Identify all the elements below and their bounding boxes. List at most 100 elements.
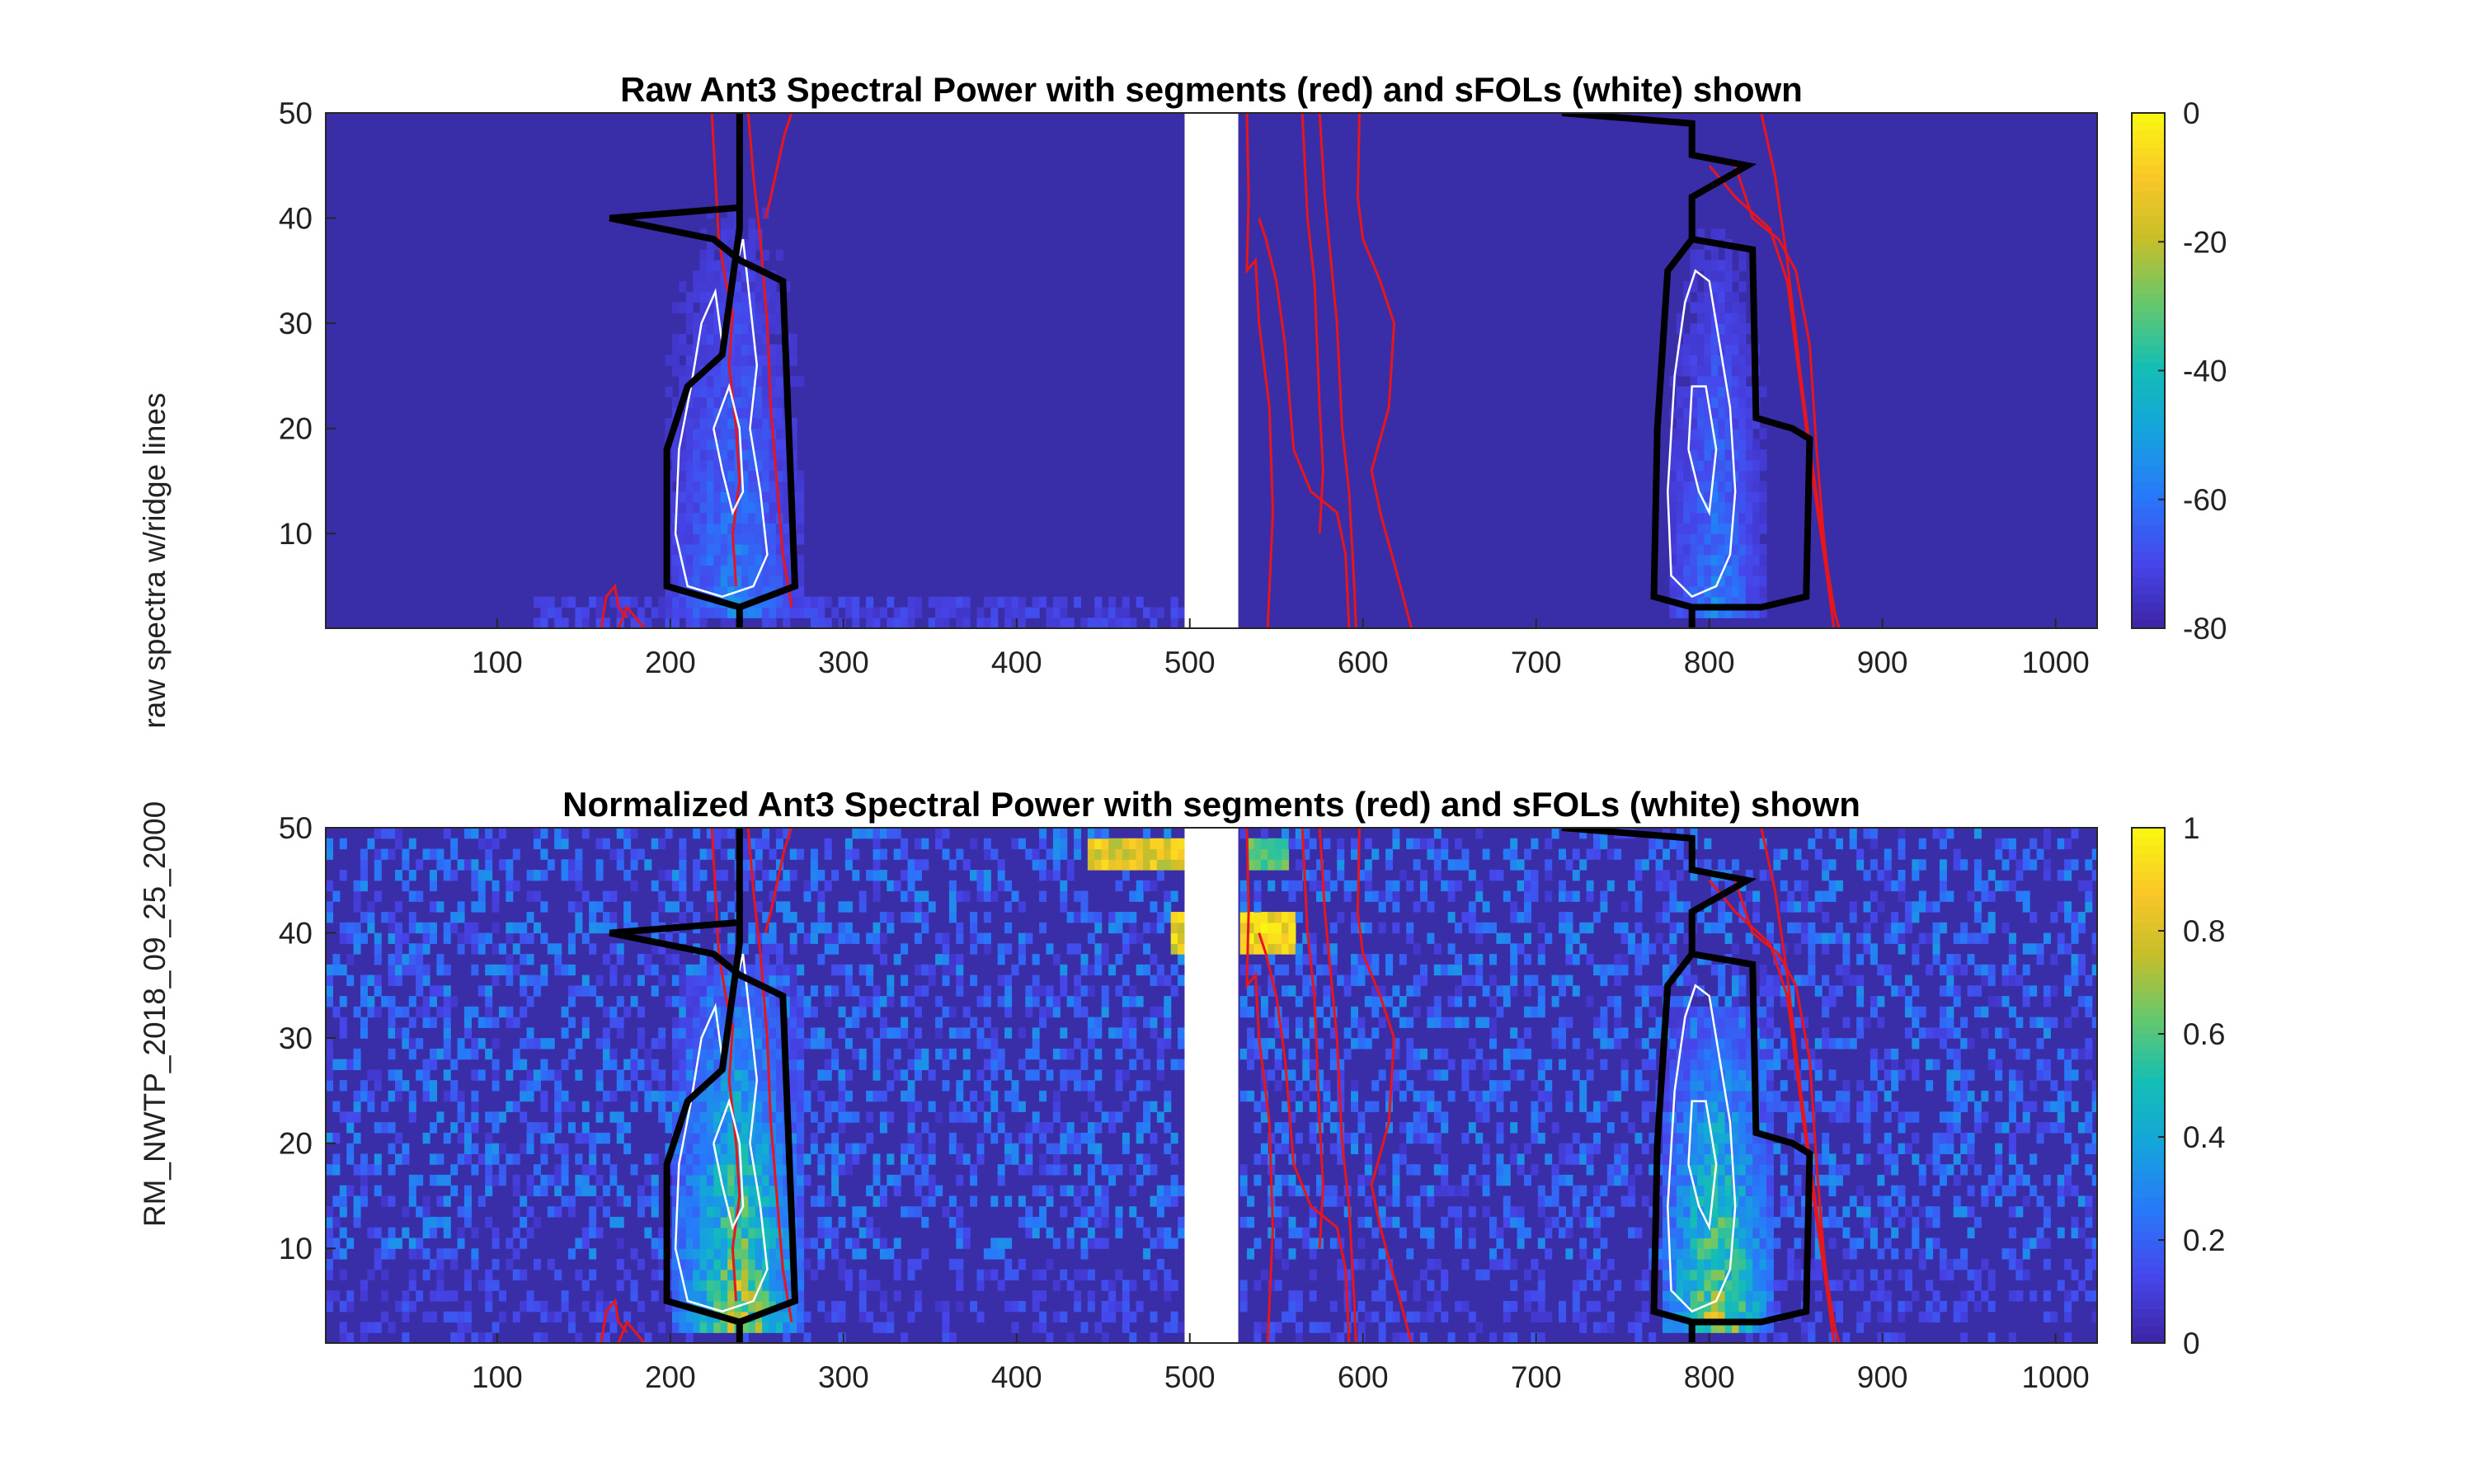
heatmap-cell [1164,838,1172,850]
heatmap-cell [561,1290,569,1302]
heatmap-cell [783,281,791,293]
heatmap-cell [990,596,999,608]
heatmap-cell [685,1290,694,1302]
heatmap-cell [1710,543,1719,556]
heatmap-cell [595,859,604,871]
heatmap-cell [921,859,929,871]
heatmap-cell [706,481,714,492]
heatmap-cell [1496,1164,1504,1176]
heatmap-cell [671,459,680,472]
heatmap-cell [547,1258,555,1270]
heatmap-cell [948,859,957,871]
heatmap-cell [1496,1258,1504,1270]
heatmap-cell [831,1059,840,1070]
heatmap-cell [1413,1048,1421,1060]
heatmap-cell [831,1300,840,1313]
heatmap-cell [693,281,701,293]
heatmap-cell [1115,1216,1123,1228]
heatmap-cell [727,543,736,556]
heatmap-cell [1537,954,1545,965]
heatmap-cell [1586,996,1594,1007]
heatmap-cell [567,901,576,913]
heatmap-cell [1094,1195,1103,1207]
heatmap-cell [1136,596,1144,608]
heatmap-cell [713,543,722,556]
heatmap-cell [1704,491,1712,503]
heatmap-cell [326,1258,333,1270]
heatmap-cell [1337,1258,1345,1270]
heatmap-cell [644,954,652,965]
heatmap-cell [706,1237,714,1249]
heatmap-cell [567,1311,576,1323]
heatmap-cell [360,1080,368,1092]
heatmap-cell [824,1216,832,1228]
heatmap-cell [914,964,922,976]
heatmap-cell [422,1080,430,1092]
heatmap-cell [844,596,853,608]
heatmap-cell [699,333,708,345]
heatmap-cell [402,1227,410,1239]
heatmap-cell [1606,880,1615,892]
heatmap-cell [769,281,777,293]
heatmap-cell [671,302,680,313]
heatmap-cell [727,932,736,944]
heatmap-cell [679,533,687,545]
heatmap-cell [706,1090,714,1102]
heatmap-cell [713,281,722,293]
heatmap-cell [1357,1322,1366,1333]
heatmap-cell [983,1038,991,1050]
heatmap-cell [1288,838,1296,850]
heatmap-cell [1108,1164,1117,1176]
heatmap-cell [797,1290,805,1302]
heatmap-cell [679,459,687,472]
heatmap-cell [844,974,853,986]
heatmap-cell [713,459,722,472]
heatmap-cell [990,1248,999,1260]
heatmap-cell [706,333,714,345]
heatmap-cell [866,1280,874,1291]
heatmap-cell [727,239,736,251]
heatmap-cell [1025,607,1033,618]
heatmap-cell [720,1153,728,1165]
heatmap-cell [1025,1216,1033,1228]
heatmap-cell [976,880,985,892]
y-tick-label: 20 [279,412,313,446]
heatmap-cell [893,1069,901,1081]
heatmap-cell [1170,618,1178,628]
heatmap-cell [706,449,714,461]
heatmap-cell [693,312,701,324]
colorbar-swatch [2132,164,2165,174]
heatmap-cell [1080,1132,1089,1144]
colorbar-swatch [2132,250,2165,260]
heatmap-cell [748,1227,756,1239]
heatmap-cell [762,439,770,450]
heatmap-cell [1253,932,1262,944]
heatmap-cell [471,1227,479,1239]
heatmap-cell [858,1006,867,1018]
heatmap-cell [1627,1195,1635,1207]
heatmap-cell [658,901,666,913]
heatmap-cell [741,870,749,881]
heatmap-cell [1039,1311,1047,1323]
heatmap-cell [1592,1132,1601,1144]
heatmap-cell [762,491,770,503]
heatmap-cell [706,1248,714,1260]
heatmap-cell [1156,1227,1164,1239]
heatmap-cell [498,859,506,871]
heatmap-cell [748,1132,756,1144]
heatmap-cell [1060,828,1068,839]
heatmap-cell [1614,974,1622,986]
heatmap-cell [720,1069,728,1081]
heatmap-cell [1316,1322,1324,1333]
heatmap-cell [720,585,728,598]
heatmap-cell [942,954,950,965]
heatmap-cell [844,1280,853,1291]
heatmap-cell [1122,1300,1130,1313]
heatmap-cell [665,828,673,839]
heatmap-cell [374,1153,382,1165]
heatmap-cell [1378,1280,1386,1291]
heatmap-cell [693,365,701,377]
heatmap-cell [547,1206,555,1218]
heatmap-cell [1170,838,1178,850]
heatmap-cell [879,607,887,618]
